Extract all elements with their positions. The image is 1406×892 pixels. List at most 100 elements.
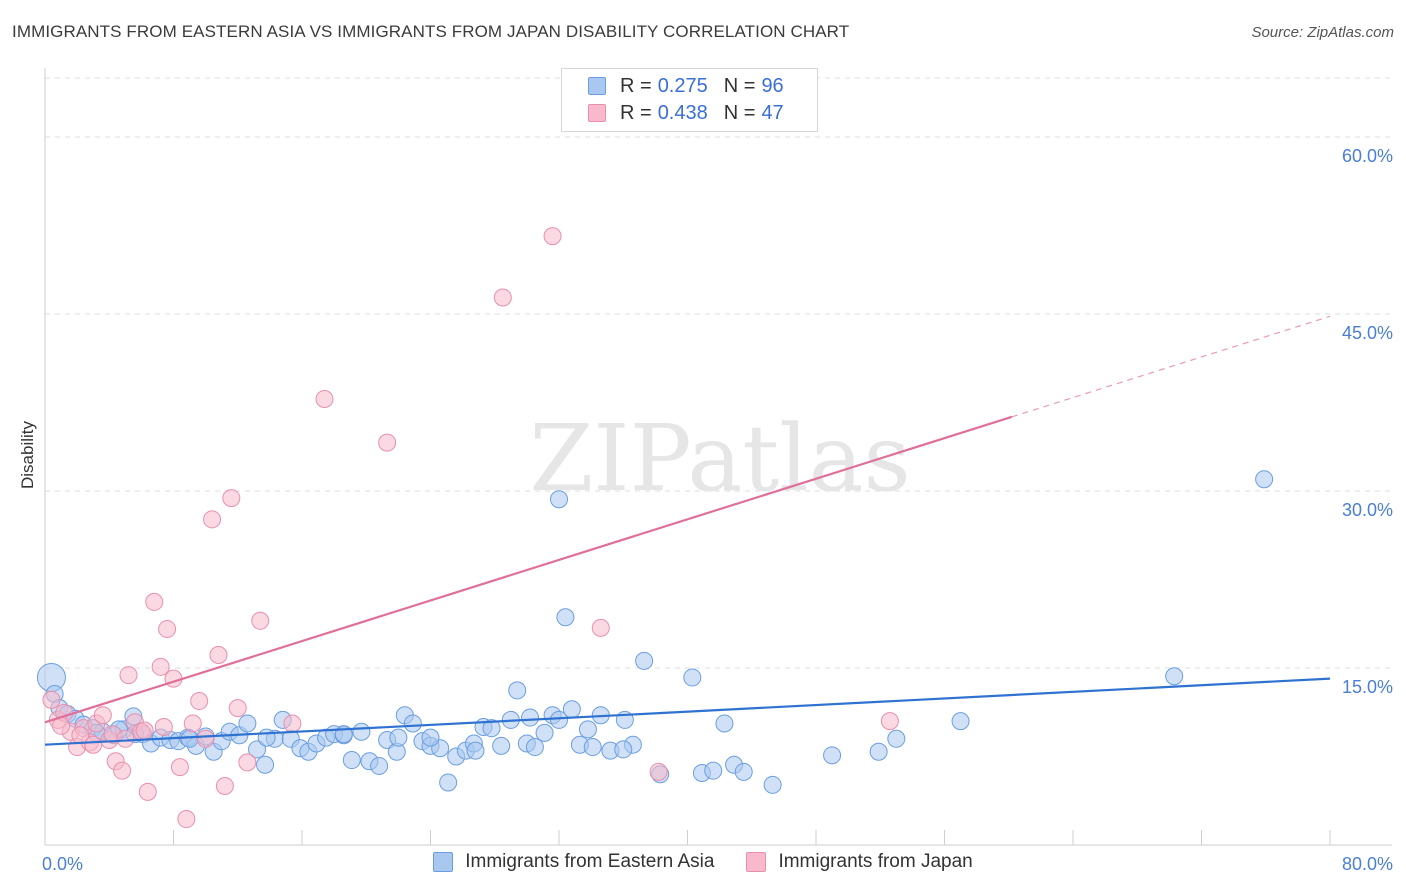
legend-n-label: N =	[723, 101, 756, 124]
data-point	[482, 719, 501, 738]
data-point	[378, 433, 397, 452]
data-point	[1255, 470, 1274, 489]
legend-swatch-pink	[746, 852, 767, 872]
chart-title: IMMIGRANTS FROM EASTERN ASIA VS IMMIGRAN…	[12, 22, 850, 41]
data-point	[196, 729, 215, 748]
grid-lines	[45, 77, 1392, 669]
data-point	[177, 810, 196, 829]
trend-line-eastern-asia	[44, 677, 1331, 746]
data-point	[683, 668, 702, 687]
data-point	[228, 699, 247, 718]
data-point	[222, 489, 241, 508]
data-point	[180, 729, 199, 748]
y-tick-label: 45.0%	[1342, 323, 1393, 343]
data-point	[715, 714, 734, 733]
legend-row-eastern-asia: R = 0.275 N = 96	[588, 73, 784, 99]
x-tick-label: 80.0%	[1342, 854, 1393, 874]
data-point	[203, 510, 222, 529]
trend-lines	[44, 315, 1331, 746]
data-point	[183, 714, 202, 733]
data-point	[493, 288, 512, 307]
data-point	[84, 735, 103, 754]
data-point	[550, 490, 568, 509]
legend-n-label: N =	[723, 74, 756, 97]
axes	[44, 68, 1392, 846]
y-tick-label: 60.0%	[1342, 146, 1393, 166]
legend-n-value: 47	[761, 101, 784, 124]
data-point	[466, 741, 485, 760]
data-point	[635, 651, 654, 670]
data-point	[535, 723, 554, 742]
data-point	[370, 756, 389, 775]
data-point	[591, 618, 610, 637]
data-point	[151, 657, 170, 676]
data-point	[614, 740, 633, 759]
data-point	[93, 706, 112, 725]
legend-item-eastern-asia[interactable]: Immigrants from Eastern Asia	[433, 851, 714, 873]
data-point	[352, 722, 371, 741]
data-point	[116, 729, 135, 748]
data-point	[403, 714, 422, 733]
data-point	[315, 389, 334, 408]
x-tick-label: 0.0%	[42, 854, 83, 874]
legend-label: Immigrants from Japan	[778, 851, 973, 872]
data-point	[170, 758, 189, 777]
data-point	[763, 775, 782, 794]
legend-swatch-blue	[588, 77, 606, 95]
data-point	[439, 773, 458, 792]
data-point	[649, 762, 668, 781]
trend-line-japan-extension	[1011, 315, 1331, 418]
legend-row-japan: R = 0.438 N = 47	[588, 100, 784, 126]
data-point	[550, 710, 568, 729]
data-point	[869, 742, 888, 761]
series-japan-points	[42, 227, 899, 829]
data-point	[880, 712, 899, 731]
data-point	[525, 738, 544, 757]
data-point	[238, 714, 257, 733]
data-point	[508, 681, 527, 700]
series-legend: Immigrants from Eastern Asia Immigrants …	[0, 851, 1406, 873]
data-point	[543, 227, 562, 246]
legend-r-value: 0.438	[657, 101, 708, 124]
legend-r-value: 0.275	[657, 74, 708, 97]
data-point	[209, 646, 228, 665]
data-point	[389, 728, 408, 747]
legend-r-label: R =	[620, 101, 652, 124]
data-point	[135, 721, 154, 740]
data-point	[256, 755, 275, 774]
legend-swatch-blue	[433, 852, 454, 872]
y-tick-label: 30.0%	[1342, 500, 1393, 520]
data-point	[583, 738, 602, 757]
data-point	[248, 740, 267, 759]
data-point	[251, 611, 270, 630]
tick-labels: 15.0% 30.0% 45.0% 60.0% 0.0% 80.0%	[42, 146, 1393, 874]
legend-r-label: R =	[620, 74, 652, 97]
data-point	[421, 728, 440, 747]
trend-line-japan	[44, 415, 1013, 724]
legend-swatch-pink	[588, 104, 606, 122]
data-point	[113, 761, 132, 780]
data-point	[521, 708, 540, 727]
data-point	[257, 728, 276, 747]
data-point	[119, 666, 138, 685]
correlation-legend: R = 0.275 N = 96 R = 0.438 N = 47	[561, 68, 818, 132]
data-point	[578, 720, 597, 739]
y-tick-label: 15.0%	[1342, 677, 1393, 697]
series-eastern-asia-points	[36, 470, 1274, 794]
legend-item-japan[interactable]: Immigrants from Japan	[746, 851, 973, 873]
y-axis-label: Disability	[18, 420, 37, 490]
data-point	[158, 620, 177, 639]
data-point	[215, 777, 234, 795]
legend-n-value: 96	[761, 74, 784, 97]
watermark: ZIPatlas	[529, 405, 910, 512]
data-point	[190, 692, 209, 711]
data-point	[734, 762, 753, 781]
data-point	[1165, 667, 1184, 686]
data-point	[283, 714, 302, 733]
data-point	[238, 753, 257, 772]
data-point	[823, 746, 842, 765]
data-point	[145, 592, 164, 611]
data-point	[562, 700, 581, 719]
data-point	[887, 729, 906, 748]
